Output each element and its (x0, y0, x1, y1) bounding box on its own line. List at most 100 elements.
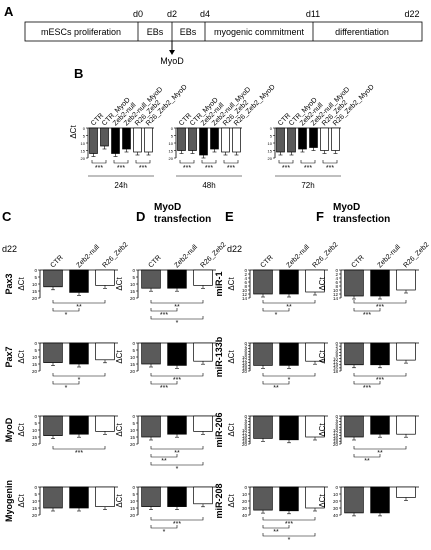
panel-e-chart-tick-label: 18 (242, 439, 248, 444)
panel-d-chart-ylabel: ΔCt (115, 277, 124, 291)
panel-c-chart-tick-label: 20 (32, 369, 38, 374)
myod-arrow-label: MyoD (160, 56, 184, 66)
panel-b-chart-tick-label: 20 (268, 156, 273, 161)
panel-b-chart-bar (89, 127, 98, 154)
panel-c-chart-bar (69, 269, 89, 293)
panel-e-chart-tick-label: 20 (242, 442, 248, 447)
panel-e-chart-tick-label: 14 (242, 360, 248, 365)
panel-b-sig-bracket (113, 160, 129, 164)
d22-label: d22 (2, 244, 17, 254)
panel-b-chart-bar (111, 127, 120, 154)
panel-c-chart-bar-label: R26_Zeb2 (101, 241, 129, 269)
panel-d-chart-sig-label: * (176, 320, 179, 327)
panel-c-chart-ylabel: ΔCt (17, 494, 26, 508)
panel-f-chart-tick-label: 20 (333, 499, 339, 504)
panel-b-sig-label: *** (282, 165, 290, 172)
panel-d-chart-bar (141, 269, 161, 289)
panel-f-chart-tick-label: 0 (335, 414, 338, 419)
panel-d-chart-bar-label: CTR (147, 254, 162, 269)
panel-e-chart-tick-label: 8 (244, 352, 247, 357)
panel-d-chart-sig-bracket (150, 300, 204, 304)
panel-f-chart-sig-bracket (353, 308, 381, 312)
panel-b-chart-tick-label: 20 (169, 156, 174, 161)
panel-c-chart-bar (69, 342, 89, 365)
panel-e-chart-tick-label: 10 (242, 355, 248, 360)
panel-d-chart-tick-label: 0 (132, 414, 135, 419)
panel-d-chart-sig-bracket (150, 373, 204, 377)
timeline: d0 d2 d4 d11 d22 mESCs proliferation EBs… (24, 9, 423, 66)
panel-f-chart-sig-label: *** (376, 304, 384, 311)
panel-e-chart-sig-bracket (262, 525, 290, 529)
panel-e-chart-tick-label: 16 (242, 363, 248, 368)
panel-e-chart-tick-label: 4 (244, 346, 247, 351)
panel-f-chart-bar (344, 415, 364, 438)
panel-b-sig-bracket (91, 160, 107, 164)
panel-b-chart-bar (144, 127, 153, 153)
panel-d-chart-sig-bracket (150, 462, 204, 466)
panel-e-chart-tick-label: 12 (242, 358, 248, 363)
panel-e-chart-sig-label: ** (273, 529, 279, 536)
panel-f-chart-tick-label: 4 (335, 276, 338, 281)
panel-d-chart-tick-label: 15 (130, 289, 136, 294)
day-label: d4 (200, 9, 210, 19)
panel-f-title-line2: transfection (333, 214, 390, 225)
panel-b-chart-tick-label: 5 (270, 133, 273, 138)
panel-b-chart-bar (320, 127, 329, 151)
panel-f-chart-tick-label: 8 (335, 425, 338, 430)
panel-b-chart-tick-label: 15 (81, 148, 86, 153)
day-label: d11 (306, 9, 320, 19)
panel-f-chart-ylabel: ΔCt (318, 277, 327, 291)
panel-b-ylabel: ΔCt (69, 125, 78, 139)
panel-e-chart-bar (279, 486, 299, 512)
panel-b-chart-bar (133, 127, 142, 153)
panel-b-sig-bracket (223, 160, 239, 164)
panel-d-chart-tick-label: 5 (132, 275, 135, 280)
day-label: d22 (404, 9, 419, 19)
panel-f-chart-tick-label: 0 (335, 268, 338, 273)
panel-b-chart-tick-label: 5 (83, 133, 86, 138)
panel-e-chart-sig-bracket (262, 381, 290, 385)
panel-c-chart-ylabel: ΔCt (17, 423, 26, 437)
panel-d-chart-bar (167, 342, 187, 366)
panel-f-chart-bar (370, 342, 390, 366)
panel-c-chart-sig-bracket (52, 446, 106, 450)
panel-d-chart-tick-label: 20 (130, 513, 136, 518)
panel-c-chart-tick-label: 10 (32, 499, 38, 504)
panel-d-letter: D (136, 209, 145, 224)
panel-f-chart-tick-label: 18 (333, 369, 339, 374)
panel-f-chart-tick-label: 18 (333, 439, 339, 444)
timeline-box (24, 21, 423, 42)
panel-c-chart-sig-bracket (52, 373, 106, 377)
panel-d-chart-bar (167, 269, 187, 289)
panel-b-chart-bar (331, 127, 340, 151)
panel-b-sig-bracket (322, 160, 338, 164)
panel-e-chart-gene-label: miR-208 (214, 483, 224, 518)
panel-f-chart-tick-label: 6 (335, 422, 338, 427)
panel-e-chart-bar (279, 342, 299, 366)
panel-f-chart-sig-bracket (353, 300, 407, 304)
panel-e-chart-tick-label: 14 (242, 296, 248, 301)
panel-b-chart-bar (188, 127, 197, 151)
panel-e-chart-tick-label: 16 (242, 436, 248, 441)
panel-b-sig-bracket (201, 160, 217, 164)
panel-e-chart-ylabel: ΔCt (227, 277, 236, 291)
panel-c-chart-bar-label: Zeb2-null (75, 244, 101, 270)
panel-f-chart-sig-bracket (353, 373, 407, 377)
panel-f-chart-bar-label: CTR (350, 254, 365, 269)
panel-b-chart-tick-label: 10 (81, 141, 86, 146)
panel-d-chart-tick-label: 20 (130, 369, 136, 374)
panel-e-chart-tick-label: 6 (244, 422, 247, 427)
panel-d-chart-tick-label: 5 (132, 492, 135, 497)
panel-e-chart-tick-label: 6 (244, 280, 247, 285)
panel-f-letter: F (316, 209, 324, 224)
panel-f-chart-tick-label: 8 (335, 353, 338, 358)
panel-e-chart-tick-label: 30 (242, 506, 248, 511)
panel-e-chart-ylabel: ΔCt (227, 423, 236, 437)
panel-f-chart-bar (396, 342, 416, 361)
panel-e-chart-bar (253, 486, 273, 511)
panel-d-chart-bar (193, 415, 213, 432)
panel-b-chart-tick-label: 0 (83, 126, 86, 131)
panel-d-title-line2: transfection (154, 214, 211, 225)
